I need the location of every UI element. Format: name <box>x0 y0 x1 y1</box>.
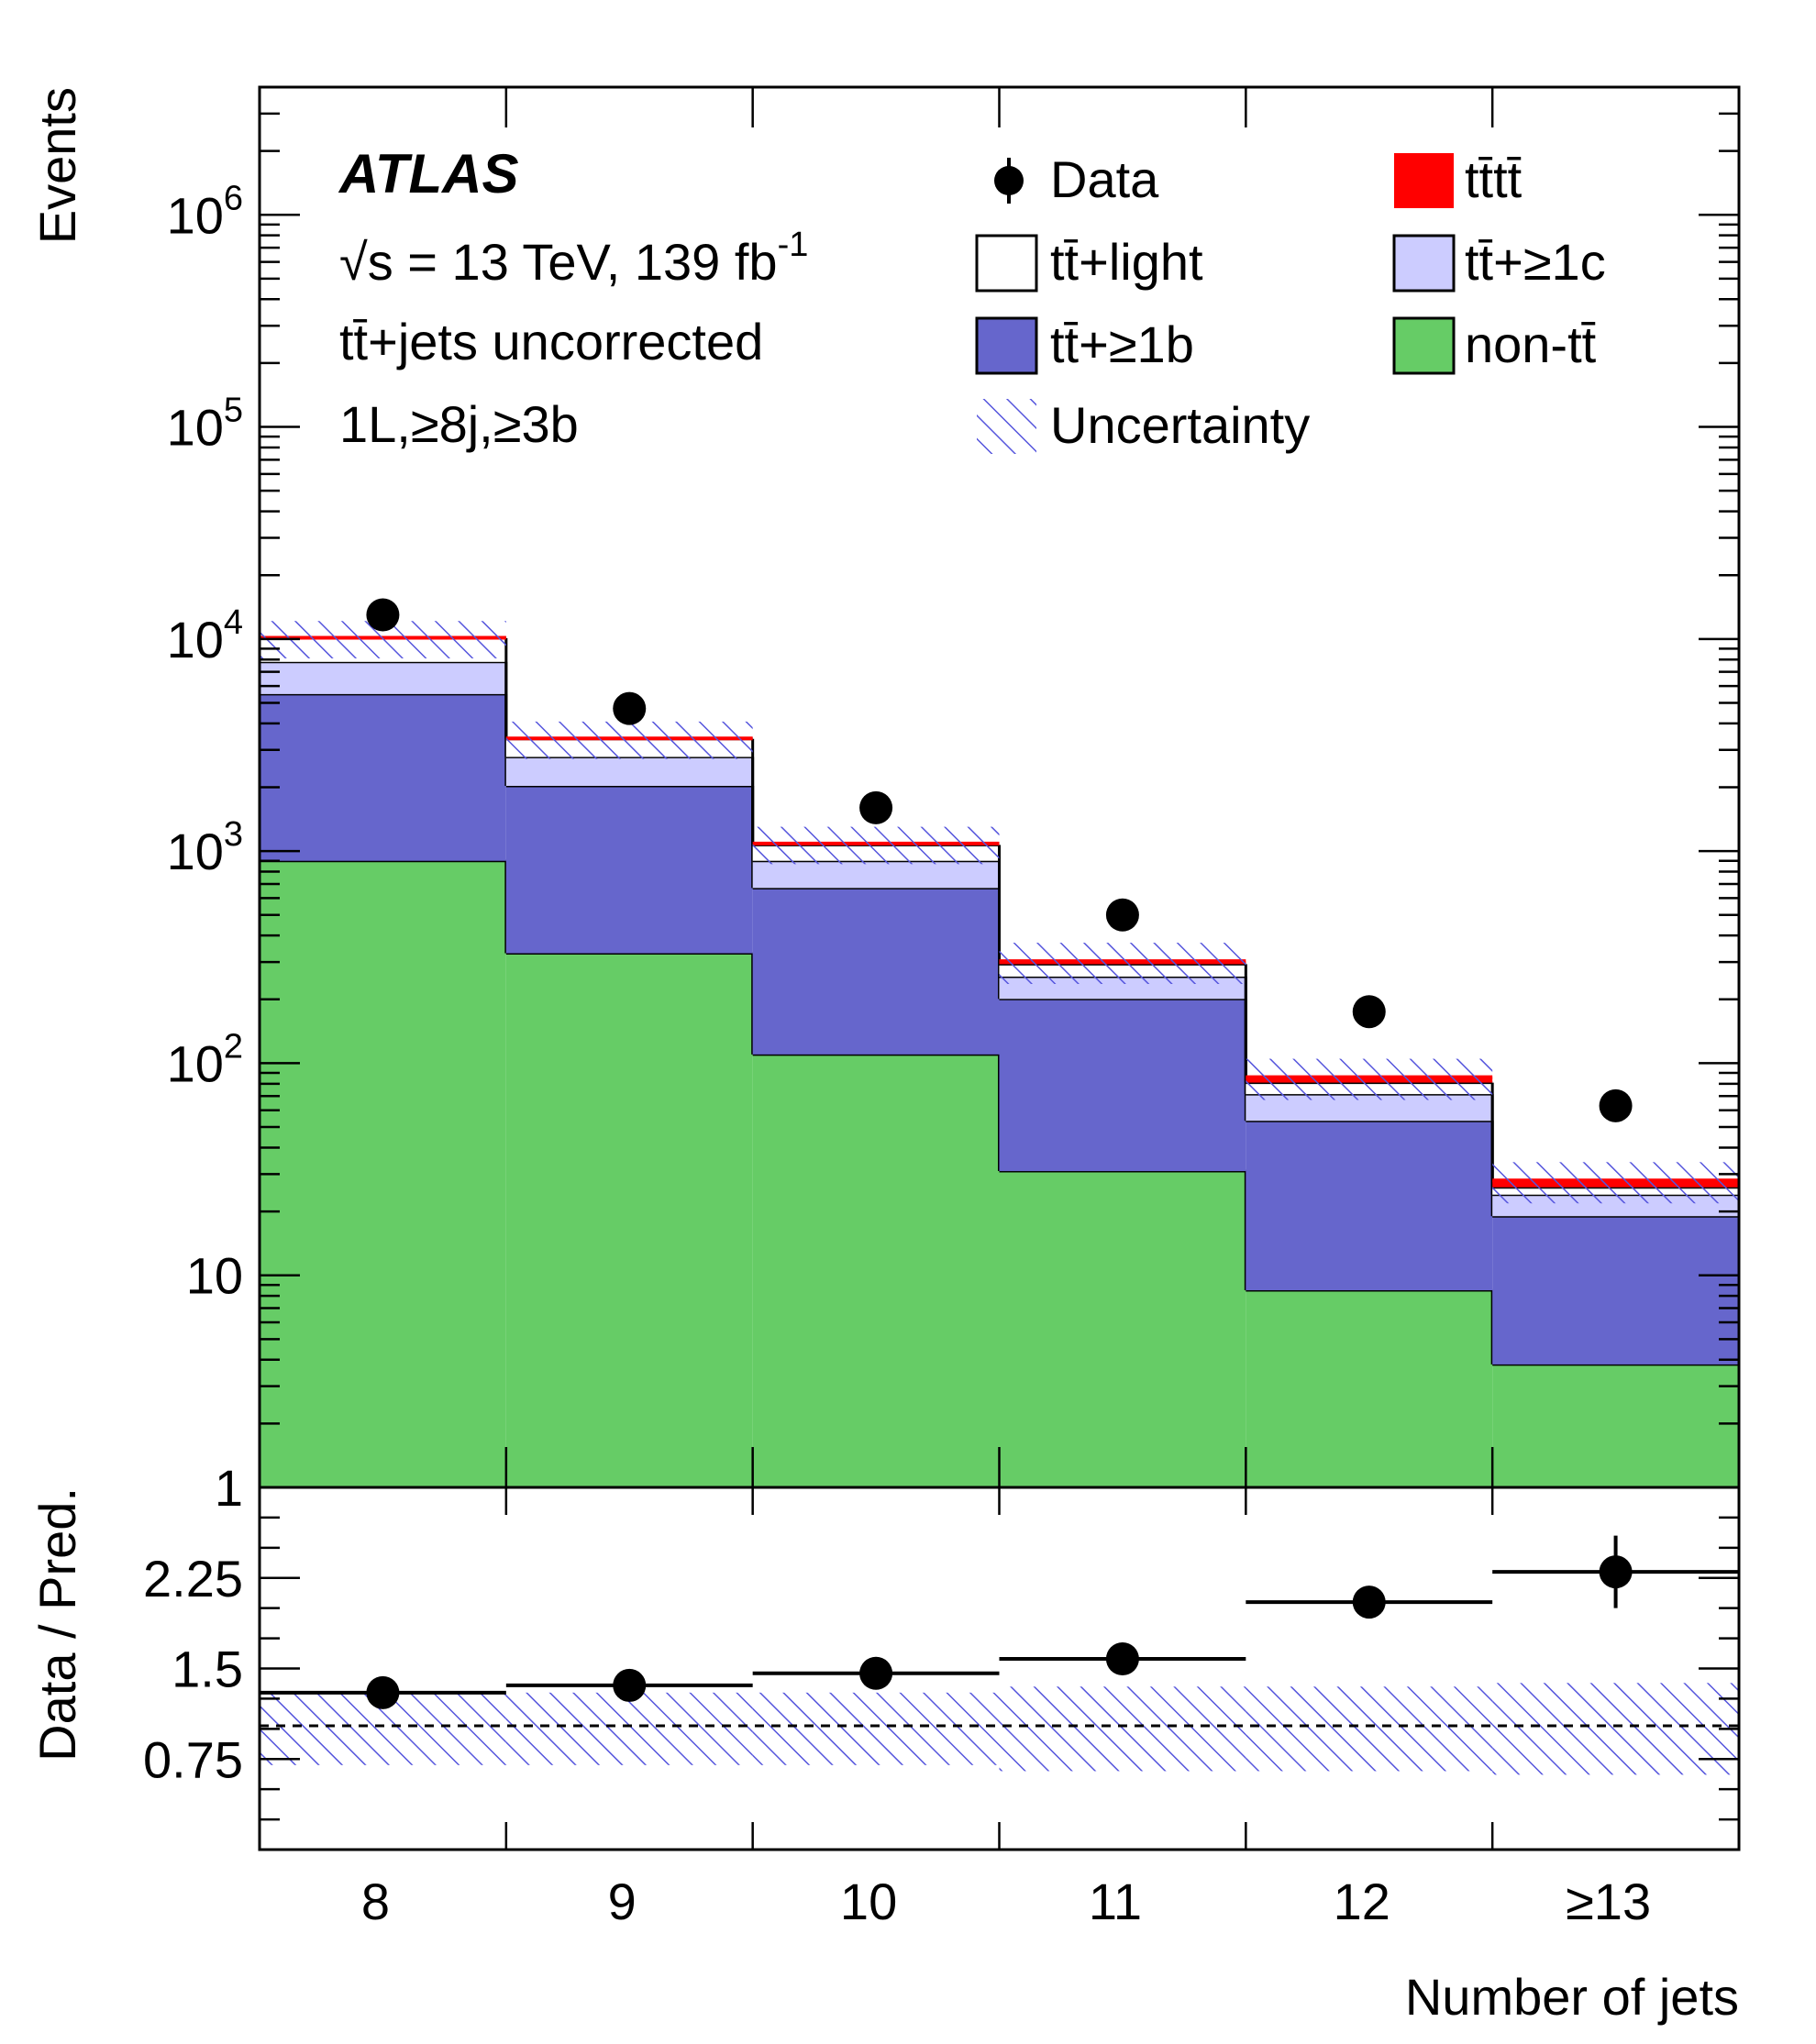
svg-text:tt̄+≥1b: tt̄+≥1b <box>1050 315 1194 373</box>
x-tick-label-1: 9 <box>608 1873 637 1930</box>
y-tick-label: 106 <box>167 179 243 244</box>
ratio-tick-label: 2.25 <box>143 1550 243 1608</box>
ratio-point-3 <box>1105 1641 1139 1675</box>
x-tick-label-2: 10 <box>840 1873 897 1930</box>
data-point-5 <box>1599 1088 1633 1122</box>
bar-1-0 <box>260 693 506 861</box>
axis-ticks <box>258 85 1741 1850</box>
bar-1-4 <box>1246 1121 1493 1291</box>
ratio-point-4 <box>1352 1585 1386 1619</box>
unc-band-4 <box>1246 1058 1493 1100</box>
ratio-y-axis-title: Data / Pred. <box>28 1487 86 1762</box>
legend-item-data: Data <box>994 150 1159 208</box>
y-tick-label: 10 <box>186 1247 243 1305</box>
legend-item-nontt: non-tt̄ <box>1392 315 1597 375</box>
x-tick-label-4: 12 <box>1334 1873 1390 1930</box>
legend-item-tt1b: tt̄+≥1b <box>975 315 1194 375</box>
ratio-unc-1 <box>505 1692 753 1765</box>
data-points <box>366 598 1633 1122</box>
bar-0-0 <box>260 860 506 1487</box>
experiment-label: ATLAS <box>338 143 519 204</box>
unc-band-5 <box>1492 1162 1739 1204</box>
legend-item-uncertainty: Uncertainty <box>977 396 1310 454</box>
y-tick-label: 103 <box>167 815 243 880</box>
axis-tick-labels: 1 10 102 103 104 105 106 0.75 1.5 2.25 8 9 10 11 12 ≥13 <box>143 179 1651 1930</box>
ratio-tick-label: 0.75 <box>143 1730 243 1788</box>
ratio-unc-2 <box>752 1692 1000 1765</box>
y-tick-label: 105 <box>167 392 243 457</box>
legend-item-tttt: tt̄tt̄ <box>1394 150 1523 208</box>
ratio-point-1 <box>613 1668 647 1702</box>
legend-item-ttlight: tt̄+light <box>975 233 1203 293</box>
data-point-4 <box>1352 995 1386 1029</box>
data-point-0 <box>366 598 400 632</box>
stacked-histogram <box>260 635 1739 1487</box>
x-tick-label-0: 8 <box>361 1873 390 1930</box>
legend-item-tt1c: tt̄+≥1c <box>1392 233 1606 293</box>
ratio-unc-4 <box>1246 1686 1493 1772</box>
uncertainty-band <box>260 621 1739 1204</box>
y-axis-title: Events <box>28 87 86 244</box>
energy-lumi-label: √s = 13 TeV, 139 fb-1 <box>339 226 808 291</box>
bar-2-2 <box>752 860 1000 889</box>
svg-text:tt̄+light: tt̄+light <box>1050 233 1203 291</box>
ratio-unc-5 <box>1492 1683 1739 1775</box>
y-tick-label: 104 <box>167 603 243 668</box>
sample-label: tt̄+jets uncorrected <box>339 313 763 370</box>
data-point-1 <box>613 691 647 725</box>
bar-1-5 <box>1492 1216 1739 1365</box>
ratio-point-2 <box>859 1656 893 1690</box>
svg-text:Data: Data <box>1050 150 1159 208</box>
data-point-3 <box>1105 898 1139 932</box>
bar-1-2 <box>752 888 1000 1055</box>
ratio-unc-3 <box>999 1686 1246 1772</box>
bar-1-1 <box>505 786 753 954</box>
svg-text:Uncertainty: Uncertainty <box>1050 396 1310 454</box>
ratio-point-5 <box>1599 1555 1633 1589</box>
bar-0-3 <box>999 1171 1246 1487</box>
ratio-uncertainty-band <box>260 1683 1739 1775</box>
x-tick-label-5: ≥13 <box>1566 1873 1651 1930</box>
y-tick-label: 102 <box>167 1027 243 1092</box>
data-point-2 <box>859 790 893 824</box>
svg-text:non-tt̄: non-tt̄ <box>1465 315 1597 373</box>
ratio-points <box>260 1535 1739 1709</box>
unc-band-3 <box>999 943 1246 985</box>
unc-band-2 <box>752 826 1000 865</box>
bar-0-2 <box>752 1054 1000 1487</box>
x-tick-label-3: 11 <box>1089 1873 1142 1930</box>
y-tick-label: 1 <box>215 1459 243 1517</box>
bar-2-0 <box>260 661 506 694</box>
bar-2-1 <box>505 757 753 787</box>
ratio-point-0 <box>366 1675 400 1709</box>
ratio-frame <box>258 1486 1741 1851</box>
legend: Data tt̄tt̄ tt̄+light tt̄+≥1c tt̄+≥1b no… <box>975 150 1606 454</box>
unc-band-1 <box>505 721 753 759</box>
svg-text:tt̄+≥1c: tt̄+≥1c <box>1465 233 1606 291</box>
bar-0-1 <box>505 953 753 1487</box>
bar-0-5 <box>1492 1364 1739 1487</box>
bar-0-4 <box>1246 1290 1493 1487</box>
region-label: 1L,≥8j,≥3b <box>339 395 579 453</box>
bar-1-3 <box>999 999 1246 1172</box>
ratio-tick-label: 1.5 <box>172 1641 243 1698</box>
x-axis-title: Number of jets <box>1405 1968 1739 2026</box>
svg-text:tt̄tt̄: tt̄tt̄ <box>1465 150 1523 208</box>
